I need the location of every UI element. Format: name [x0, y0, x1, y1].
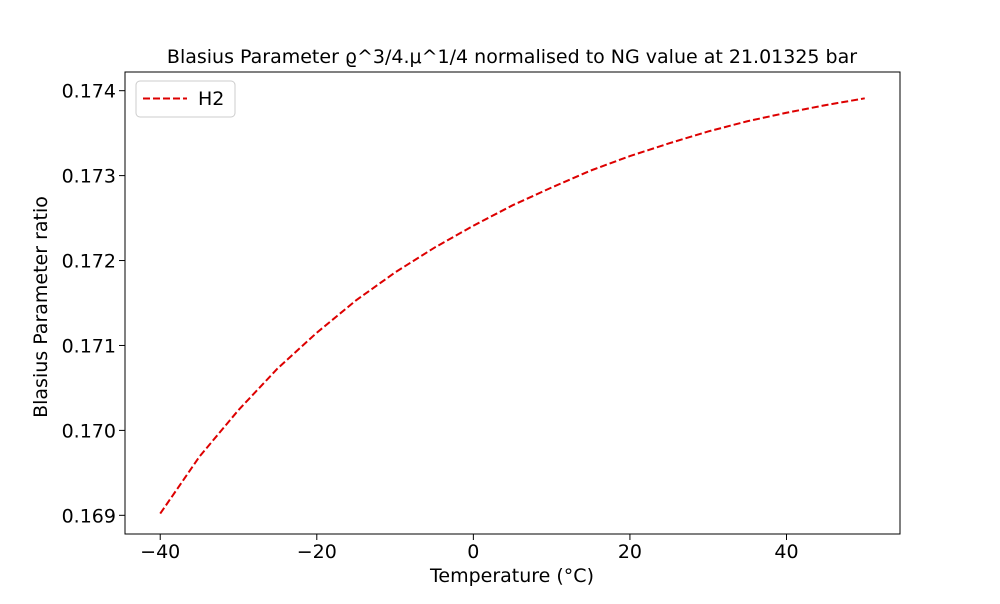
x-axis: −40 −20 0 20 40 — [140, 534, 799, 563]
y-axis-label: Blasius Parameter ratio — [30, 196, 52, 418]
y-tick-label: 0.173 — [62, 166, 116, 188]
x-axis-label: Temperature (°C) — [429, 565, 594, 587]
x-tick-label: 40 — [774, 541, 798, 563]
y-tick-label: 0.172 — [62, 251, 116, 273]
plot-frame — [124, 71, 901, 535]
y-axis: 0.169 0.170 0.171 0.172 0.173 0.174 — [62, 81, 125, 527]
x-tick-label: −20 — [297, 541, 337, 563]
y-tick-label: 0.170 — [62, 420, 116, 442]
y-tick-label: 0.174 — [62, 81, 116, 103]
legend-label: H2 — [198, 88, 224, 110]
y-tick-label: 0.171 — [62, 335, 116, 357]
x-tick-label: −40 — [140, 541, 180, 563]
chart-title: Blasius Parameter ϱ^3/4.μ^1/4 normalised… — [167, 46, 857, 68]
series-layer — [159, 97, 865, 515]
x-tick-label: 20 — [618, 541, 642, 563]
series-line-h2 — [159, 97, 865, 515]
y-tick-label: 0.169 — [62, 505, 116, 527]
plot-area — [124, 71, 901, 535]
x-tick-label: 0 — [467, 541, 479, 563]
legend: H2 — [135, 80, 236, 118]
